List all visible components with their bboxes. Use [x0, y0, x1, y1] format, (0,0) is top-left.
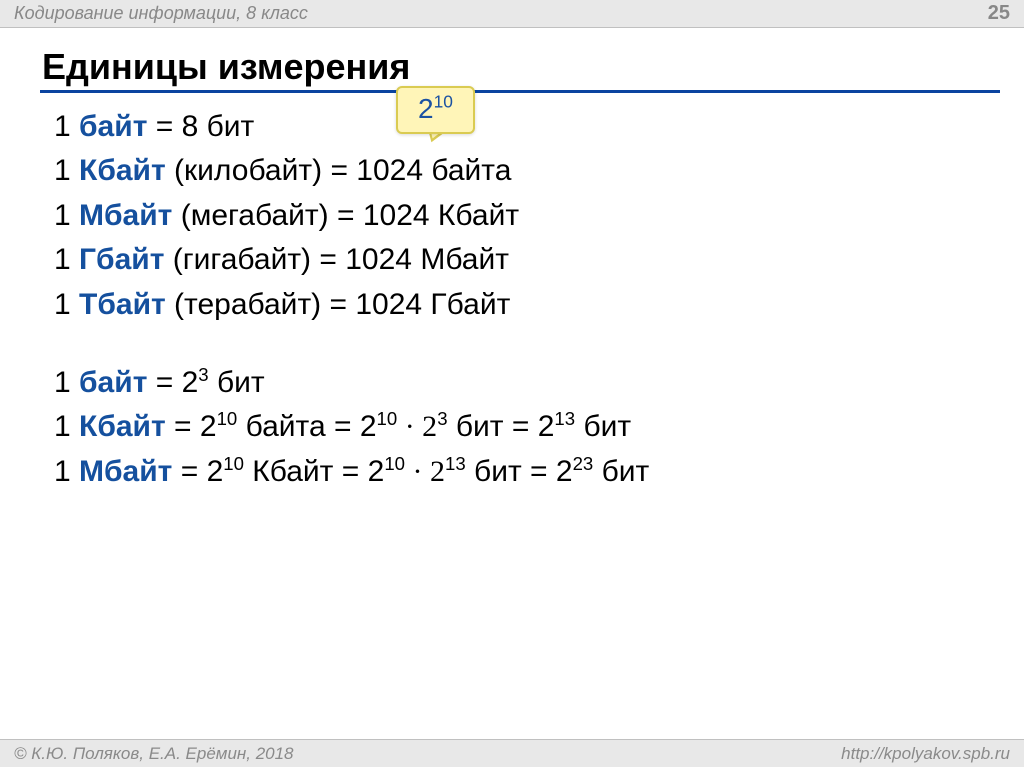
slide-title: Единицы измерения — [40, 46, 1024, 88]
unit-row: 1 Мбайт (мегабайт) = 1024 Кбайт — [40, 194, 1024, 238]
callout-text: 2 — [418, 93, 434, 124]
unit-row: 1 Кбайт = 210 байта = 210 · 23 бит = 213… — [40, 405, 1024, 449]
unit-row: 1 Кбайт (килобайт) = 1024 байта — [40, 149, 1024, 193]
unit-row: 1 Мбайт = 210 Кбайт = 210 · 213 бит = 22… — [40, 450, 1024, 494]
title-underline — [40, 90, 1000, 93]
unit-row: 1 байт = 8 бит — [40, 105, 1024, 149]
slide-content: Единицы измерения 1 байт = 8 бит 1 Кбайт… — [0, 28, 1024, 494]
block-decimal: 1 байт = 8 бит 1 Кбайт (килобайт) = 1024… — [40, 105, 1024, 327]
slide-header: Кодирование информации, 8 класс 25 — [0, 0, 1024, 28]
block-binary: 1 байт = 23 бит 1 Кбайт = 210 байта = 21… — [40, 361, 1024, 494]
callout-exp: 10 — [434, 92, 453, 112]
unit-row: 1 Гбайт (гигабайт) = 1024 Мбайт — [40, 238, 1024, 282]
course-label: Кодирование информации, 8 класс — [14, 3, 308, 24]
slide-footer: © К.Ю. Поляков, Е.А. Ерёмин, 2018 http:/… — [0, 739, 1024, 767]
unit-row: 1 Тбайт (терабайт) = 1024 Гбайт — [40, 283, 1024, 327]
copyright: © К.Ю. Поляков, Е.А. Ерёмин, 2018 — [14, 744, 294, 764]
unit-row: 1 байт = 23 бит — [40, 361, 1024, 405]
url: http://kpolyakov.spb.ru — [841, 744, 1010, 764]
callout-box: 210 — [396, 86, 475, 134]
page-number: 25 — [988, 2, 1010, 25]
